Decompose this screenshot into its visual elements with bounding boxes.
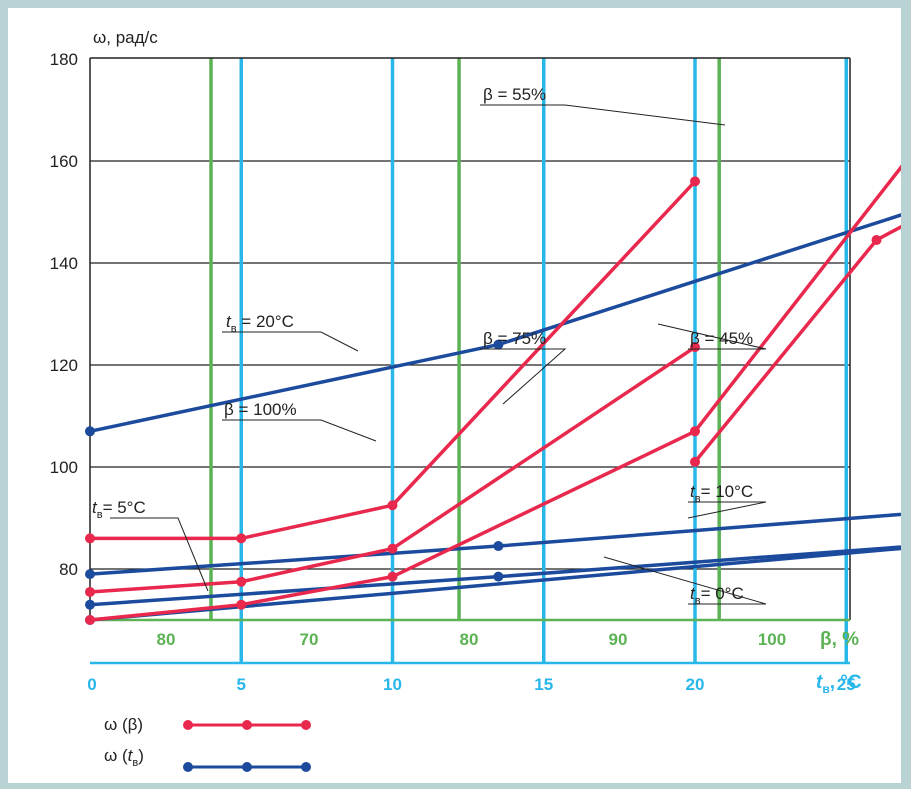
y-tick-labels: 80 100 120 140 160 180 [50, 50, 78, 579]
t-tick-0: 0 [87, 675, 96, 694]
annotation-leaders [110, 104, 767, 605]
legend-marker-beta-1 [183, 720, 193, 730]
leader-t5 [110, 517, 209, 592]
omega-t-point-1-0 [85, 569, 95, 580]
omega-beta-line-1 [89, 345, 696, 594]
omega-t-point-2-0 [85, 599, 95, 610]
legend-marker-t-1 [183, 762, 193, 772]
t-tick-10: 10 [383, 675, 402, 694]
omega-beta-point-2-3 [690, 426, 700, 437]
omega-beta-point-0-3 [690, 176, 700, 187]
beta-tick-100: 100 [758, 630, 786, 649]
omega-beta-line-0 [90, 180, 697, 541]
omega-beta-point-0-1 [236, 533, 247, 544]
beta-tick-90: 90 [609, 630, 628, 649]
annotation-t0: tв= 0°C [690, 584, 744, 607]
omega-beta-point-1-0 [85, 586, 95, 597]
leader-beta45 [657, 323, 767, 350]
omega-t-series [85, 213, 901, 625]
omega-t-point-1-1 [493, 541, 504, 552]
omega-t-point-0-1 [493, 339, 504, 350]
annotation-t5: tв= 5°C [92, 498, 146, 521]
vertical-gridlines [209, 58, 848, 663]
leader-t20 [222, 331, 359, 352]
y-tick-160: 160 [50, 152, 78, 171]
omega-beta-point-2-1 [236, 599, 247, 610]
annotation-beta55: β = 55% [483, 85, 546, 104]
y-tick-80: 80 [59, 560, 78, 579]
legend-marker-t-3 [301, 762, 311, 772]
t-tick-labels: 051015202530 [87, 675, 856, 694]
omega-beta-series [85, 164, 901, 625]
t-tick-25: 25 [837, 675, 856, 694]
horizontal-gridlines [90, 160, 850, 570]
omega-beta-point-2-0 [85, 615, 95, 625]
legend-marker-t-2 [242, 762, 252, 772]
legend-label-beta: ω (β) [104, 715, 143, 734]
omega-t-point-2-1 [493, 571, 504, 582]
annotation-beta75: β = 75% [483, 329, 546, 348]
annotation-beta45: β = 45% [690, 329, 753, 348]
t-tick-15: 15 [534, 675, 553, 694]
beta-axis-label: β, % [820, 629, 859, 650]
omega-beta-line-2 [89, 164, 901, 622]
leader-t0 [603, 556, 767, 605]
omega-beta-point-0-0 [85, 533, 95, 544]
leader-beta75 [480, 348, 567, 405]
annotation-beta100: β = 100% [224, 400, 297, 419]
t-axis-label: tв, °C [816, 672, 862, 696]
leader-beta100 [222, 419, 377, 442]
omega-beta-point-3-1 [871, 235, 882, 246]
beta-tick-70: 70 [300, 630, 319, 649]
leader-beta55 [480, 104, 726, 126]
y-tick-140: 140 [50, 254, 78, 273]
chart-panel: 80 100 120 140 160 180 ω, рад/с 80 70 80 90 1… [8, 8, 901, 783]
y-tick-180: 180 [50, 50, 78, 69]
omega-beta-point-1-3 [690, 342, 700, 353]
y-tick-120: 120 [50, 356, 78, 375]
y-axis-label: ω, рад/с [93, 28, 158, 47]
legend-marker-beta-2 [242, 720, 252, 730]
y-tick-100: 100 [50, 458, 78, 477]
omega-beta-point-1-2 [387, 543, 398, 554]
omega-beta-line-3 [693, 224, 901, 464]
annotation-t20: tв = 20°C [226, 312, 294, 335]
omega-t-point-0-0 [85, 426, 95, 437]
annotation-t10: tв= 10°C [690, 482, 753, 505]
leader-t10 [687, 501, 767, 519]
beta-tick-80a: 80 [157, 630, 176, 649]
omega-beta-point-0-2 [387, 500, 398, 511]
legend-label-t: ω (tв) [104, 746, 144, 769]
t-tick-20: 20 [686, 675, 705, 694]
t-tick-5: 5 [237, 675, 246, 694]
beta-tick-80b: 80 [460, 630, 479, 649]
omega-beta-point-3-0 [690, 456, 700, 467]
legend-marker-beta-3 [301, 720, 311, 730]
omega-beta-point-2-2 [387, 571, 398, 582]
omega-beta-point-1-1 [236, 576, 247, 587]
